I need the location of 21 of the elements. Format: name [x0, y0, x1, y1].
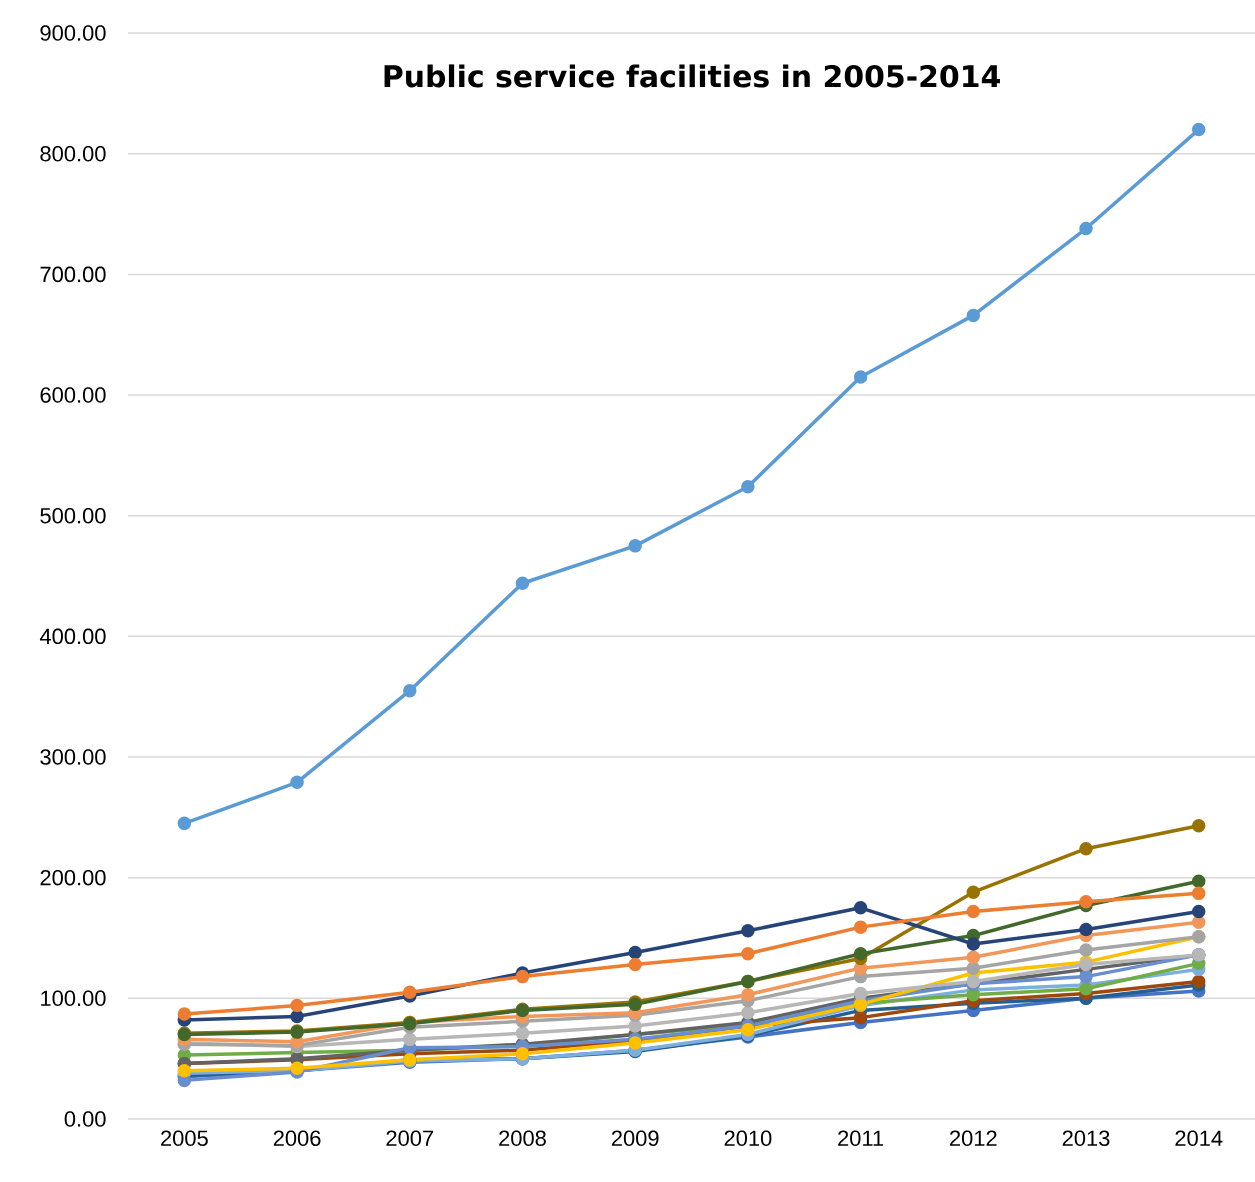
x-tick-label: 2006 [273, 1130, 321, 1147]
y-tick-label: 700.00 [40, 266, 106, 283]
x-tick-label: 2012 [950, 1130, 997, 1147]
text: Public service facilities in 2005-2014 [384, 64, 1000, 88]
x-tick-label: 2009 [611, 1130, 659, 1147]
y-tick-label: 600.00 [40, 387, 106, 403]
x-tick-label: 2005 [161, 1130, 208, 1147]
y-tick-label: 400.00 [39, 628, 106, 645]
y-tick-label: 300.00 [40, 749, 106, 765]
x-tick-label: 2011 [838, 1130, 884, 1147]
y-tick-label: 0.00 [64, 1111, 106, 1127]
y-tick-label: 200.00 [40, 869, 106, 886]
x-tick-label: 2008 [499, 1130, 546, 1147]
x-tick-label: 2013 [1062, 1130, 1110, 1147]
x-tick-label: 2014 [1175, 1130, 1223, 1147]
y-tick-label: 500.00 [40, 507, 106, 524]
x-tick-label: 2010 [724, 1130, 772, 1147]
x-tick-label: 2007 [386, 1130, 434, 1147]
y-tick-label: 900.00 [40, 25, 106, 41]
y-tick-label: 800.00 [40, 145, 106, 162]
y-tick-label: 100.00 [41, 990, 106, 1007]
